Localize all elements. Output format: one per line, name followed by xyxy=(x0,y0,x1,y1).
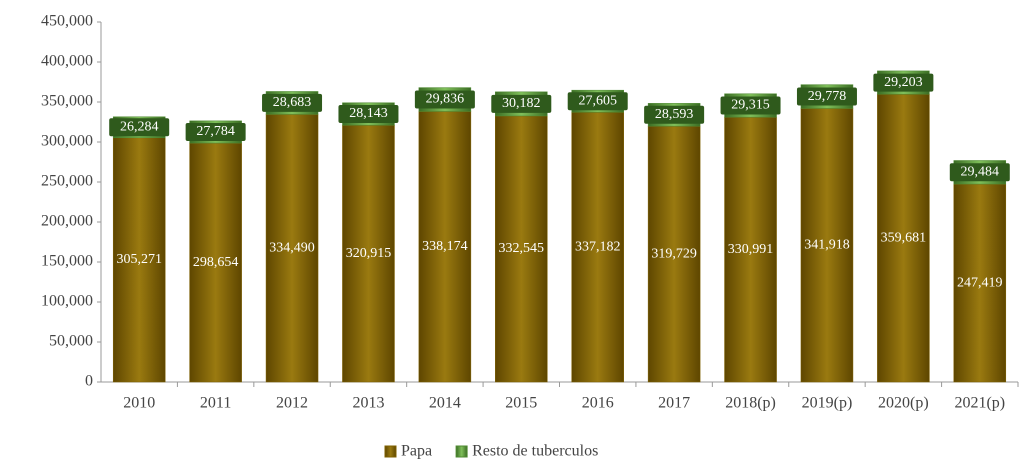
y-tick-label: 150,000 xyxy=(41,253,93,270)
legend-label: Resto de tuberculos xyxy=(472,443,598,460)
label-box xyxy=(491,94,552,113)
x-tick-label: 2017 xyxy=(658,395,690,412)
data-label: 29,203 xyxy=(884,75,923,90)
y-tick-label: 350,000 xyxy=(41,93,93,110)
y-tick-label: 50,000 xyxy=(49,333,93,350)
y-tick-label: 400,000 xyxy=(41,53,93,70)
data-label: 334,490 xyxy=(269,240,315,255)
x-tick-label: 2010 xyxy=(123,395,155,412)
x-tick-label: 2019(p) xyxy=(802,395,853,412)
data-label: 28,683 xyxy=(273,95,312,110)
bar-segment xyxy=(112,137,166,383)
label-box xyxy=(414,90,475,109)
bar-segment xyxy=(647,125,701,383)
x-tick-label: 2013 xyxy=(352,395,384,412)
y-tick-label: 100,000 xyxy=(41,293,93,310)
data-label: 332,545 xyxy=(499,241,545,256)
bar-segment xyxy=(800,108,854,383)
data-label: 337,182 xyxy=(575,239,621,254)
data-label: 341,918 xyxy=(804,237,850,252)
x-tick-label: 2012 xyxy=(276,395,308,412)
data-label: 26,284 xyxy=(120,119,159,134)
y-tick-label: 450,000 xyxy=(41,13,93,30)
x-tick-label: 2021(p) xyxy=(954,395,1005,412)
data-label: 298,654 xyxy=(193,255,239,270)
y-tick-label: 300,000 xyxy=(41,133,93,150)
label-box xyxy=(262,93,323,112)
legend-swatch xyxy=(384,445,397,458)
x-tick-label: 2011 xyxy=(200,395,231,412)
data-label: 28,593 xyxy=(655,107,694,122)
label-box xyxy=(109,118,170,137)
label-box xyxy=(873,73,934,92)
bar-segment xyxy=(418,111,472,383)
data-label: 330,991 xyxy=(728,242,774,257)
x-tick-label: 2020(p) xyxy=(878,395,929,412)
data-label: 30,182 xyxy=(502,96,541,111)
label-box xyxy=(949,163,1010,182)
y-tick-label: 0 xyxy=(85,373,93,390)
x-tick-label: 2015 xyxy=(505,395,537,412)
data-label: 29,484 xyxy=(961,164,1000,179)
x-tick-label: 2018(p) xyxy=(725,395,776,412)
data-label: 29,778 xyxy=(808,89,847,104)
bar-segment xyxy=(724,116,777,383)
data-label: 338,174 xyxy=(422,239,468,254)
data-label: 319,729 xyxy=(651,246,697,261)
label-box xyxy=(185,122,246,141)
legend-label: Papa xyxy=(401,443,432,460)
label-box xyxy=(644,105,705,124)
bar-segment xyxy=(571,112,624,383)
data-label: 29,836 xyxy=(426,92,465,107)
y-tick-label: 200,000 xyxy=(41,213,93,230)
legend-swatch xyxy=(455,445,468,458)
data-label: 27,784 xyxy=(196,124,235,139)
label-box xyxy=(796,87,857,106)
bar-segment xyxy=(953,183,1007,383)
bar-segment xyxy=(189,142,242,383)
label-box xyxy=(338,105,399,124)
data-label: 305,271 xyxy=(116,252,162,267)
data-label: 29,315 xyxy=(731,98,770,113)
data-label: 247,419 xyxy=(957,275,1003,290)
data-label: 28,143 xyxy=(349,106,388,121)
x-tick-label: 2014 xyxy=(429,395,461,412)
data-label: 27,605 xyxy=(578,93,617,108)
y-tick-label: 250,000 xyxy=(41,173,93,190)
x-tick-label: 2016 xyxy=(582,395,614,412)
bar-segment xyxy=(265,114,319,383)
data-label: 359,681 xyxy=(881,230,927,245)
bar-segment xyxy=(495,115,548,383)
label-box xyxy=(720,96,781,115)
bar-segment xyxy=(877,94,930,383)
data-label: 320,915 xyxy=(346,246,392,261)
label-box xyxy=(567,92,628,111)
